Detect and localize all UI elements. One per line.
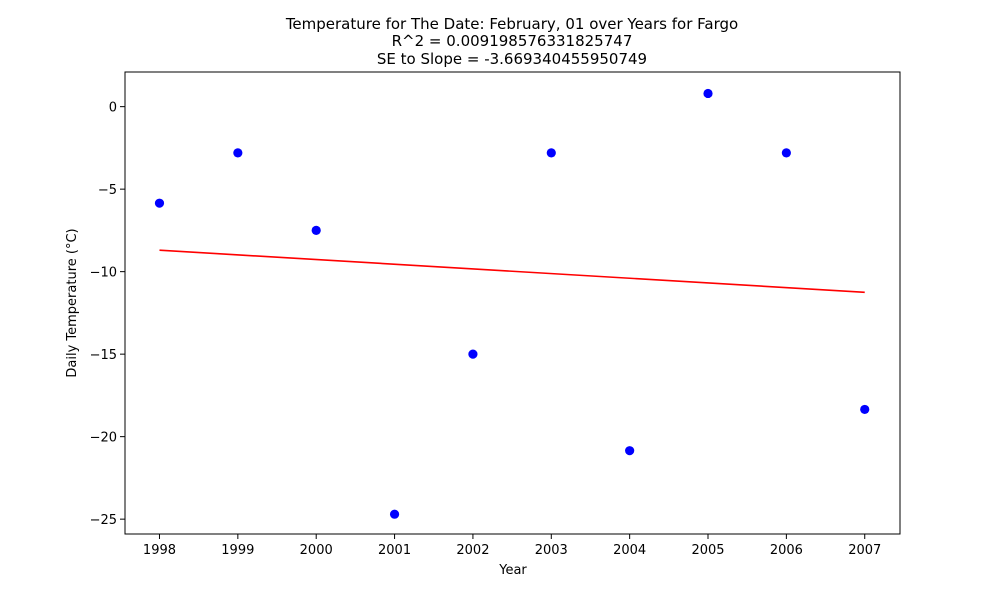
data-point (468, 349, 478, 359)
plot-frame (124, 71, 901, 535)
x-tick-label: 2007 (848, 543, 881, 558)
regression-line (159, 249, 865, 294)
x-tick-label: 2003 (535, 543, 568, 558)
x-axis-ticks: 1998 1999 2000 2001 2002 2003 2004 2005 2006 2007 (143, 534, 881, 558)
data-point (154, 198, 165, 208)
chart-title-line-3: SE to Slope = -3.669340455950749 (377, 50, 647, 68)
data-point (781, 148, 791, 158)
data-point (311, 225, 321, 235)
x-tick-label: 2006 (770, 543, 803, 558)
x-tick-label: 2001 (378, 543, 411, 558)
y-tick-label: 0 (109, 101, 117, 116)
x-tick-label: 2005 (691, 543, 724, 558)
data-point (546, 148, 556, 158)
data-marks (154, 88, 870, 519)
x-tick-label: 2002 (456, 543, 489, 558)
x-tick-label: 1998 (143, 543, 176, 558)
x-tick-label: 2000 (300, 543, 333, 558)
x-axis-label: Year (498, 563, 527, 578)
chart-title-line-2: R^2 = 0.009198576331825747 (392, 32, 633, 50)
y-tick-label: −10 (90, 266, 117, 281)
data-point (389, 509, 400, 519)
y-axis-label: Daily Temperature (°C) (65, 228, 80, 377)
y-tick-label: −20 (90, 431, 117, 446)
y-axis-ticks: 0 −5 −10 −15 −20 −25 (90, 101, 125, 528)
chart-title-line-1: Temperature for The Date: February, 01 o… (285, 15, 738, 33)
x-tick-label: 1999 (221, 543, 254, 558)
y-tick-label: −25 (90, 513, 117, 528)
y-tick-label: −5 (98, 183, 117, 198)
data-point (860, 404, 870, 415)
x-tick-label: 2004 (613, 543, 646, 558)
y-tick-label: −15 (90, 348, 117, 363)
data-point (233, 148, 243, 158)
data-point (703, 88, 713, 99)
data-point (625, 446, 635, 456)
plot-area (124, 71, 901, 535)
